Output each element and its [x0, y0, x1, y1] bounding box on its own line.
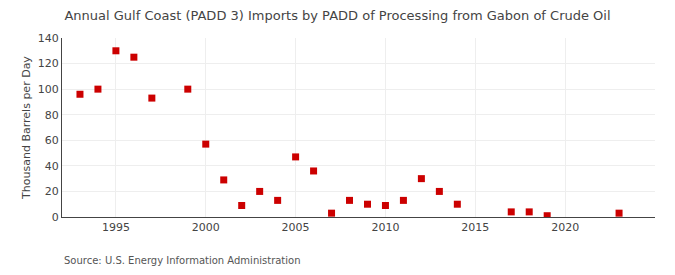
svg-text:2020: 2020 [551, 221, 579, 234]
svg-text:0: 0 [52, 211, 59, 224]
svg-text:20: 20 [45, 185, 59, 198]
svg-text:140: 140 [38, 32, 59, 45]
svg-text:80: 80 [45, 109, 59, 122]
svg-text:40: 40 [45, 160, 59, 173]
svg-text:1995: 1995 [102, 221, 130, 234]
svg-text:Source: U.S. Energy Informatio: Source: U.S. Energy Information Administ… [64, 255, 301, 266]
svg-text:2015: 2015 [461, 221, 489, 234]
svg-text:100: 100 [38, 83, 59, 96]
svg-text:Annual Gulf Coast (PADD 3) Imp: Annual Gulf Coast (PADD 3) Imports by PA… [64, 8, 610, 23]
svg-text:2005: 2005 [282, 221, 310, 234]
svg-text:2010: 2010 [371, 221, 399, 234]
svg-text:60: 60 [45, 134, 59, 147]
svg-text:120: 120 [38, 57, 59, 70]
svg-text:2000: 2000 [192, 221, 220, 234]
svg-text:Thousand Barrels per Day: Thousand Barrels per Day [20, 56, 33, 200]
